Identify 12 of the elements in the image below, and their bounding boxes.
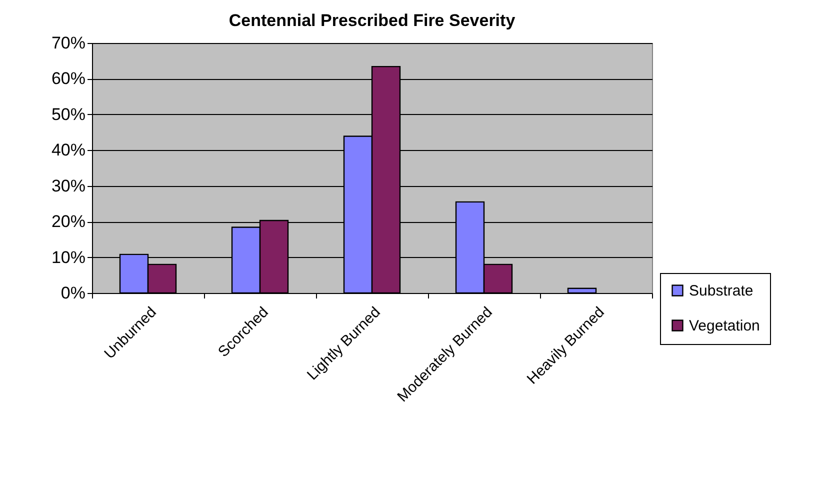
y-tick-label: 70% [51,34,86,52]
y-tick-label: 10% [51,248,86,267]
legend-label: Substrate [689,282,754,300]
y-tick-label: 0% [60,284,86,302]
chart-title: Centennial Prescribed Fire Severity [228,11,516,30]
y-tick-label: 50% [51,104,86,124]
bar [567,288,597,294]
y-tick-label: 30% [51,176,86,196]
y-tick-label: 20% [51,212,86,232]
y-tick-label: 40% [51,140,86,160]
legend-label: Vegetation [689,318,760,334]
y-tick-label: 60% [51,69,86,88]
